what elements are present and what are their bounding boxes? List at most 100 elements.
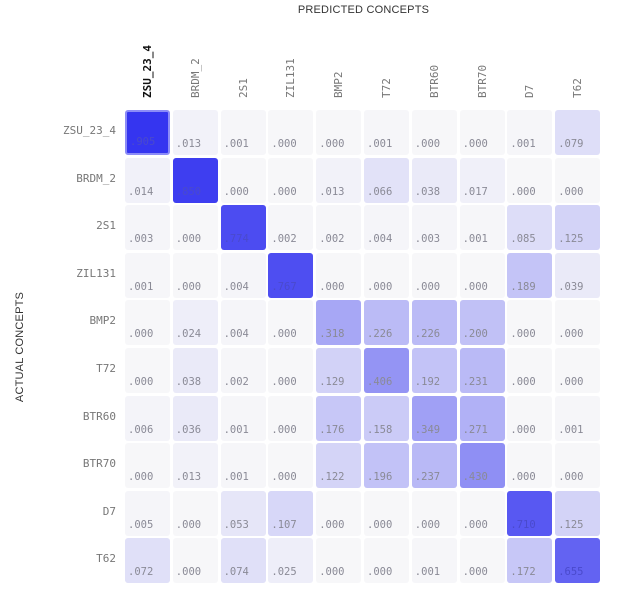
matrix-cell[interactable]: .000 [316, 490, 362, 536]
matrix-cell[interactable]: .767 [268, 252, 314, 298]
matrix-cell[interactable]: .000 [459, 110, 505, 155]
matrix-cell[interactable]: .000 [459, 538, 505, 584]
matrix-cell[interactable]: .004 [220, 300, 266, 346]
matrix-cell[interactable]: .001 [220, 443, 266, 489]
matrix-cell[interactable]: .000 [172, 205, 218, 251]
matrix-cell[interactable]: .000 [316, 110, 362, 155]
row-label[interactable]: ZIL131 [76, 266, 116, 280]
matrix-cell[interactable]: .006 [125, 395, 170, 441]
matrix-cell[interactable]: .710 [507, 490, 553, 536]
row-label[interactable]: BTR70 [82, 457, 116, 471]
matrix-cell[interactable]: .655 [555, 538, 601, 584]
matrix-cell[interactable]: .001 [459, 205, 505, 251]
matrix-cell[interactable]: .125 [555, 490, 601, 536]
column-label[interactable]: 2S1 [221, 0, 267, 98]
matrix-cell[interactable]: .129 [316, 348, 362, 393]
matrix-cell[interactable]: .905 [125, 110, 170, 155]
matrix-cell[interactable]: .000 [268, 395, 314, 441]
matrix-cell[interactable]: .000 [507, 395, 553, 441]
matrix-cell[interactable]: .001 [220, 110, 266, 155]
matrix-cell[interactable]: .001 [411, 538, 457, 584]
matrix-cell[interactable]: .237 [411, 443, 457, 489]
row-label[interactable]: D7 [102, 504, 116, 518]
matrix-cell[interactable]: .001 [220, 395, 266, 441]
matrix-cell[interactable]: .349 [411, 395, 457, 441]
matrix-cell[interactable]: .318 [316, 300, 362, 346]
matrix-cell[interactable]: .122 [316, 443, 362, 489]
matrix-cell[interactable]: .000 [172, 252, 218, 298]
matrix-cell[interactable]: .000 [555, 157, 601, 203]
matrix-cell[interactable]: .000 [316, 538, 362, 584]
matrix-cell[interactable]: .000 [125, 443, 170, 489]
matrix-cell[interactable]: .024 [172, 300, 218, 346]
matrix-cell[interactable]: .192 [411, 348, 457, 393]
column-label[interactable]: ZSU_23_4 [125, 0, 171, 98]
matrix-cell[interactable]: .014 [125, 157, 170, 203]
matrix-cell[interactable]: .004 [220, 252, 266, 298]
matrix-cell[interactable]: .074 [220, 538, 266, 584]
matrix-cell[interactable]: .013 [172, 110, 218, 155]
matrix-cell[interactable]: .158 [364, 395, 409, 441]
matrix-cell[interactable]: .004 [364, 205, 409, 251]
matrix-cell[interactable]: .036 [172, 395, 218, 441]
matrix-cell[interactable]: .000 [507, 348, 553, 393]
matrix-cell[interactable]: .038 [411, 157, 457, 203]
matrix-cell[interactable]: .226 [364, 300, 409, 346]
row-label[interactable]: BMP2 [89, 314, 117, 328]
matrix-cell[interactable]: .107 [268, 490, 314, 536]
matrix-cell[interactable]: .000 [507, 300, 553, 346]
matrix-cell[interactable]: .002 [268, 205, 314, 251]
matrix-cell[interactable]: .000 [411, 490, 457, 536]
matrix-cell[interactable]: .000 [555, 300, 601, 346]
matrix-cell[interactable]: .000 [125, 300, 170, 346]
matrix-cell[interactable]: .079 [555, 110, 601, 155]
matrix-cell[interactable]: .013 [172, 443, 218, 489]
matrix-cell[interactable]: .000 [172, 490, 218, 536]
matrix-cell[interactable]: .013 [316, 157, 362, 203]
column-label[interactable]: T72 [364, 0, 410, 98]
matrix-cell[interactable]: .125 [555, 205, 601, 251]
matrix-cell[interactable]: .039 [555, 252, 601, 298]
matrix-cell[interactable]: .000 [316, 252, 362, 298]
matrix-cell[interactable]: .001 [507, 110, 553, 155]
matrix-cell[interactable]: .000 [172, 538, 218, 584]
matrix-cell[interactable]: .001 [555, 395, 601, 441]
matrix-cell[interactable]: .003 [411, 205, 457, 251]
column-label[interactable]: BTR70 [460, 0, 506, 98]
column-label[interactable]: BTR60 [412, 0, 458, 98]
matrix-cell[interactable]: .176 [316, 395, 362, 441]
matrix-cell[interactable]: .231 [459, 348, 505, 393]
matrix-cell[interactable]: .172 [507, 538, 553, 584]
matrix-cell[interactable]: .038 [172, 348, 218, 393]
row-label[interactable]: T72 [96, 362, 116, 375]
matrix-cell[interactable]: .850 [172, 157, 218, 203]
column-label[interactable]: T62 [555, 0, 601, 98]
matrix-cell[interactable]: .066 [364, 157, 409, 203]
row-label[interactable]: T62 [96, 552, 116, 566]
row-label[interactable]: 2S1 [96, 219, 116, 233]
column-label[interactable]: BRDM_2 [173, 0, 219, 98]
matrix-cell[interactable]: .072 [125, 538, 170, 584]
matrix-cell[interactable]: .226 [411, 300, 457, 346]
matrix-cell[interactable]: .000 [125, 348, 170, 393]
matrix-cell[interactable]: .003 [125, 205, 170, 251]
matrix-cell[interactable]: .000 [411, 252, 457, 298]
matrix-cell[interactable]: .430 [459, 443, 505, 489]
matrix-cell[interactable]: .000 [268, 348, 314, 393]
matrix-cell[interactable]: .406 [364, 348, 409, 393]
row-label[interactable]: BRDM_2 [76, 171, 116, 185]
matrix-cell[interactable]: .025 [268, 538, 314, 584]
matrix-cell[interactable]: .000 [220, 157, 266, 203]
matrix-cell[interactable]: .000 [555, 348, 601, 393]
matrix-cell[interactable]: .000 [268, 443, 314, 489]
matrix-cell[interactable]: .000 [459, 490, 505, 536]
matrix-cell[interactable]: .271 [459, 395, 505, 441]
matrix-cell[interactable]: .000 [268, 300, 314, 346]
matrix-cell[interactable]: .000 [364, 490, 409, 536]
matrix-cell[interactable]: .001 [125, 252, 170, 298]
matrix-cell[interactable]: .196 [364, 443, 409, 489]
matrix-cell[interactable]: .005 [125, 490, 170, 536]
matrix-cell[interactable]: .774 [220, 205, 266, 251]
matrix-cell[interactable]: .002 [316, 205, 362, 251]
matrix-cell[interactable]: .189 [507, 252, 553, 298]
